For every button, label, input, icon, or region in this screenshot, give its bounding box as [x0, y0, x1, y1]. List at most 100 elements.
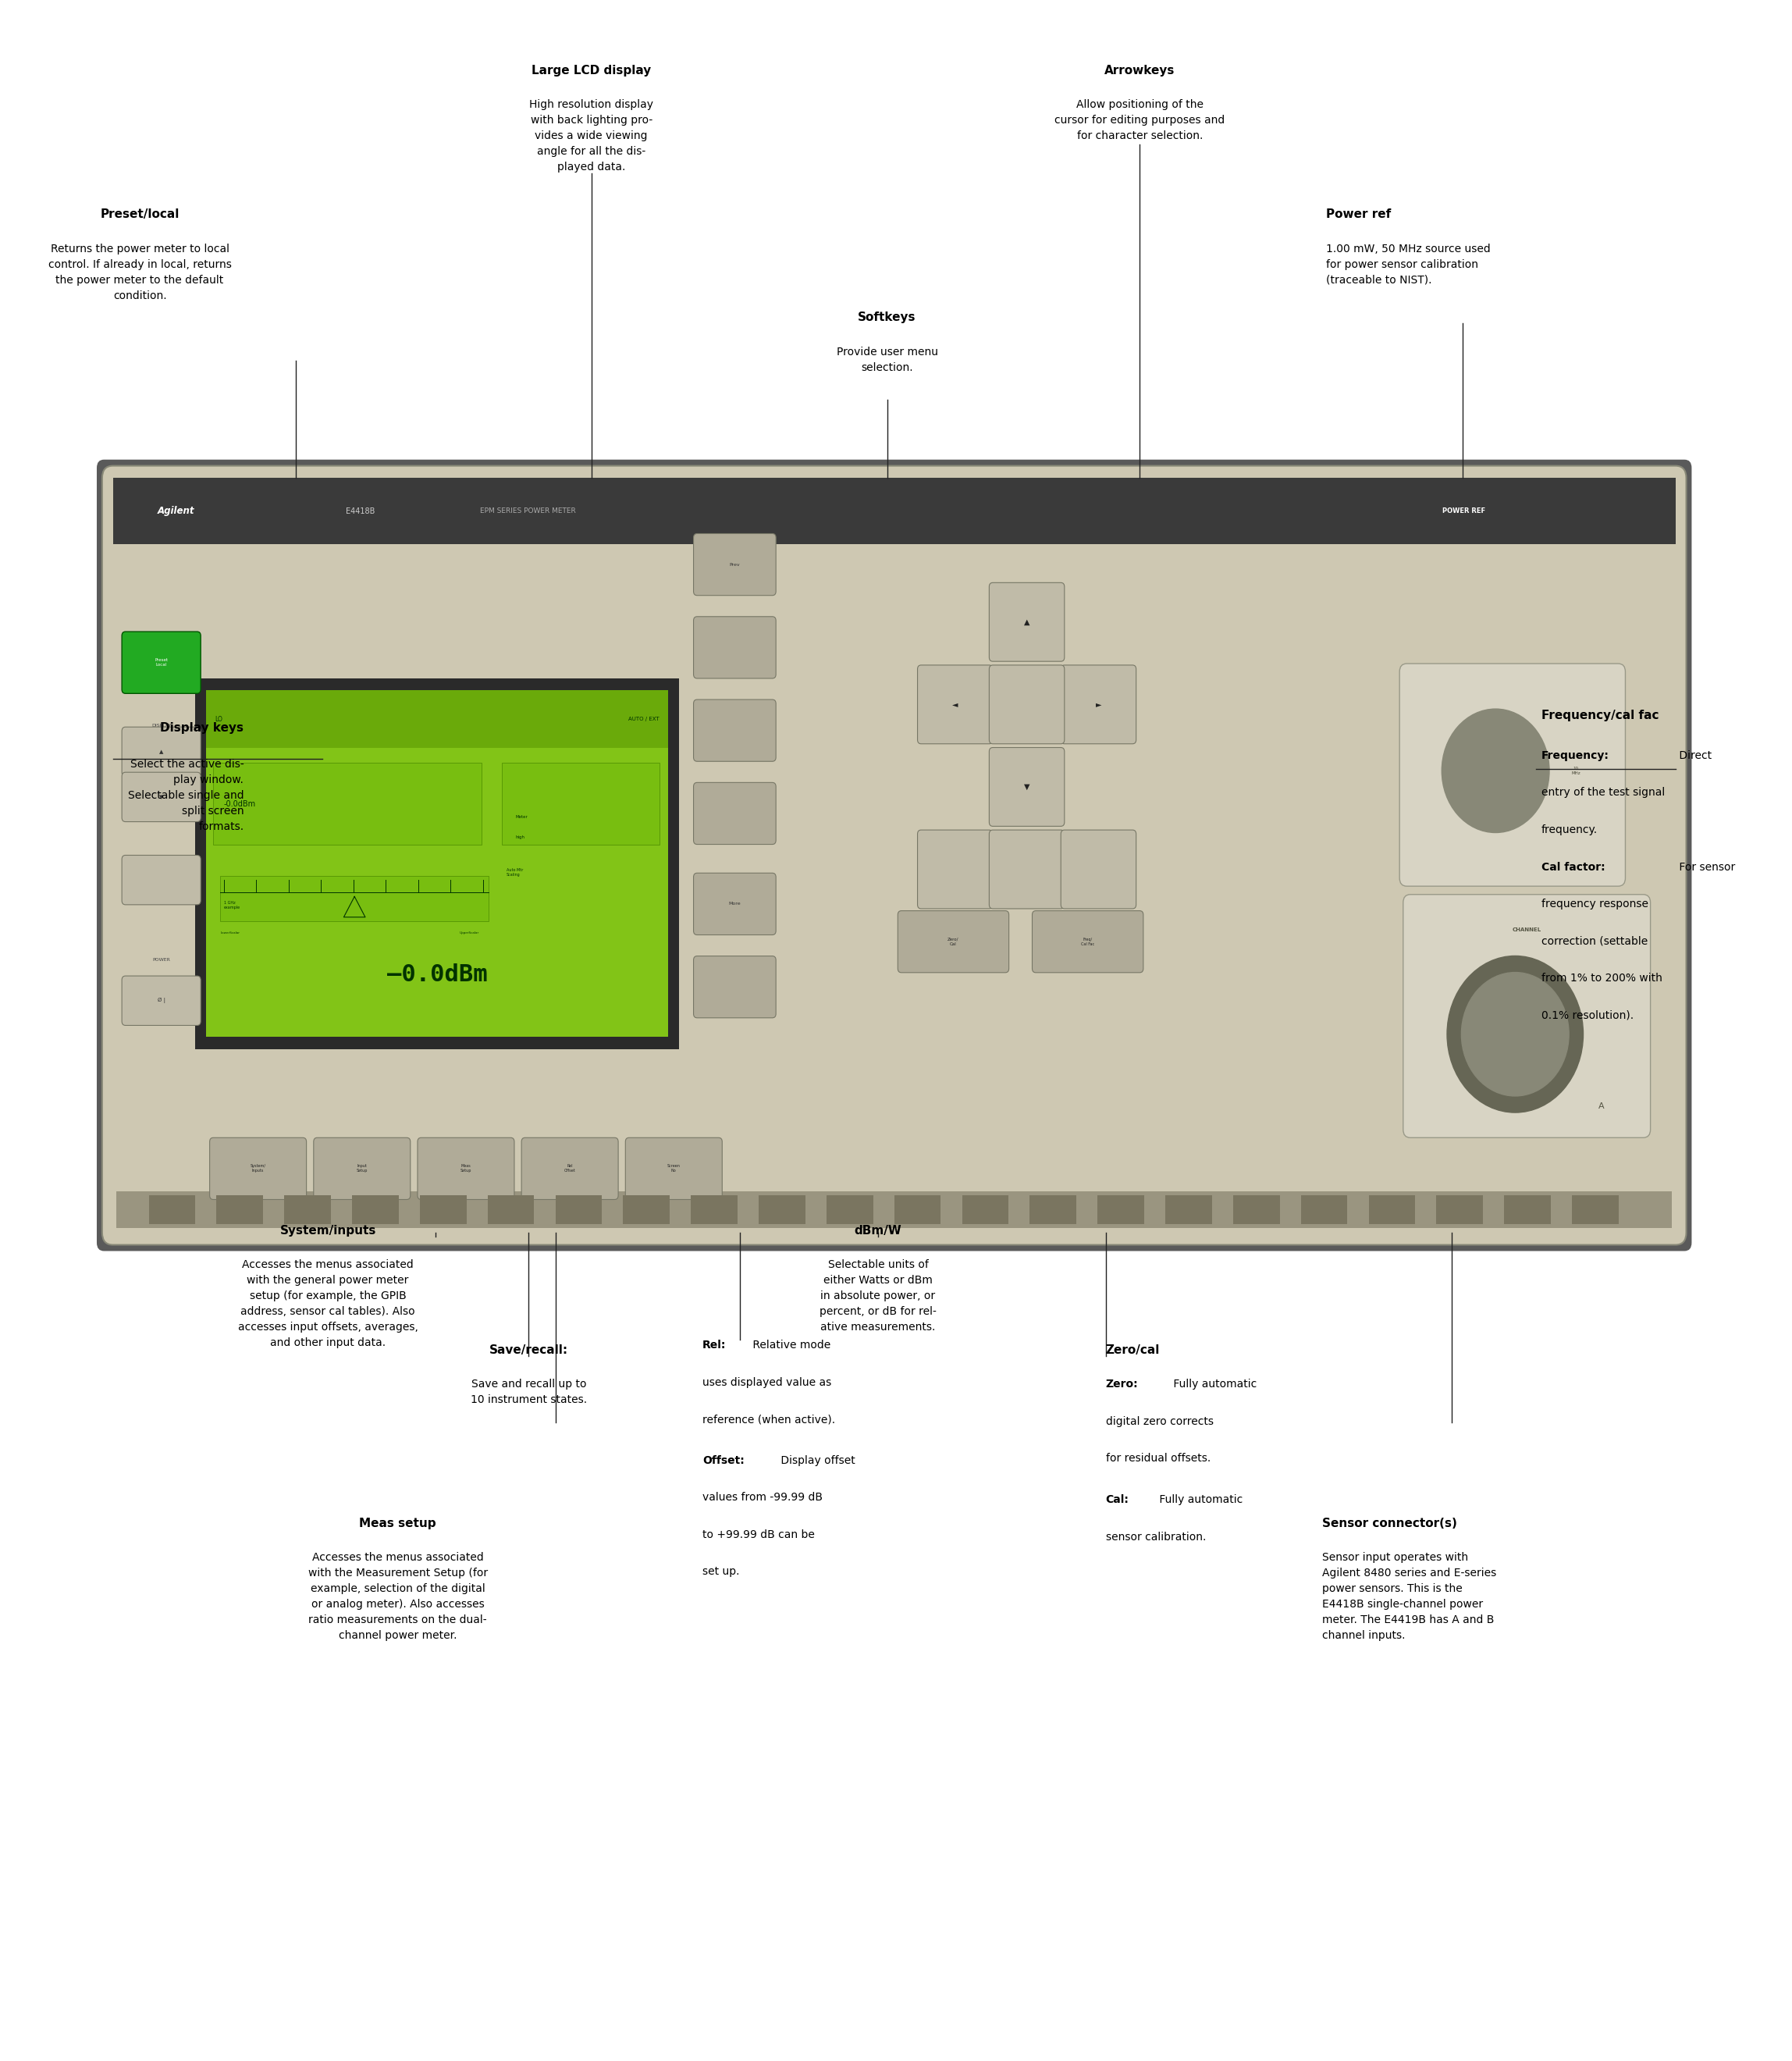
Text: Softkeys: Softkeys	[858, 311, 916, 324]
FancyBboxPatch shape	[1061, 666, 1136, 744]
Text: ▲: ▲	[159, 750, 163, 754]
FancyBboxPatch shape	[625, 1138, 722, 1200]
Text: Relative mode: Relative mode	[749, 1340, 830, 1350]
Circle shape	[1457, 725, 1536, 816]
Bar	[962, 1195, 1009, 1224]
Text: POWER REF: POWER REF	[1443, 507, 1486, 515]
Text: frequency.: frequency.	[1541, 824, 1597, 835]
Bar	[1030, 1195, 1077, 1224]
FancyBboxPatch shape	[521, 1138, 618, 1200]
Bar	[1097, 1195, 1143, 1224]
Text: Zero:: Zero:	[1106, 1379, 1138, 1389]
FancyBboxPatch shape	[989, 748, 1064, 826]
FancyBboxPatch shape	[418, 1138, 514, 1200]
Text: Cal factor:: Cal factor:	[1541, 861, 1606, 872]
Text: LO: LO	[215, 715, 222, 723]
FancyBboxPatch shape	[918, 666, 993, 744]
Circle shape	[1495, 1010, 1536, 1059]
Text: Selectable units of
either Watts or dBm
in absolute power, or
percent, or dB for: Selectable units of either Watts or dBm …	[819, 1259, 937, 1333]
Text: high: high	[516, 835, 525, 839]
Text: set up.: set up.	[702, 1566, 740, 1577]
Bar	[624, 1195, 670, 1224]
Text: 1 GHz
example: 1 GHz example	[224, 901, 240, 909]
Text: EPM SERIES POWER METER: EPM SERIES POWER METER	[480, 507, 575, 515]
Bar	[1369, 1195, 1416, 1224]
Text: CHANNEL: CHANNEL	[1512, 927, 1541, 932]
Text: Fully automatic: Fully automatic	[1156, 1494, 1242, 1505]
Text: Sensor connector(s): Sensor connector(s)	[1322, 1517, 1457, 1529]
FancyBboxPatch shape	[1403, 894, 1650, 1138]
Text: UpperScalar: UpperScalar	[459, 932, 478, 934]
Text: 1.00 mW, 50 MHz source used
for power sensor calibration
(traceable to NIST).: 1.00 mW, 50 MHz source used for power se…	[1326, 243, 1491, 284]
Bar	[149, 1195, 195, 1224]
Text: Zero/cal: Zero/cal	[1106, 1344, 1159, 1356]
Text: Input
Setup: Input Setup	[357, 1164, 367, 1173]
Text: 10
MHz: 10 MHz	[1572, 767, 1581, 775]
Text: High resolution display
with back lighting pro-
vides a wide viewing
angle for a: High resolution display with back lighti…	[529, 99, 654, 173]
Bar	[894, 1195, 941, 1224]
Bar	[195, 678, 679, 1049]
Text: ▼: ▼	[1023, 783, 1030, 791]
FancyBboxPatch shape	[1061, 831, 1136, 909]
Text: Sensor input operates with
Agilent 8480 series and E-series
power sensors. This : Sensor input operates with Agilent 8480 …	[1322, 1552, 1496, 1641]
Text: Power ref: Power ref	[1326, 208, 1391, 221]
Bar	[692, 1195, 738, 1224]
FancyBboxPatch shape	[210, 1138, 306, 1200]
FancyBboxPatch shape	[989, 583, 1064, 662]
Text: Agilent: Agilent	[158, 507, 195, 515]
Text: dBm/W: dBm/W	[855, 1224, 901, 1237]
Bar	[1437, 1195, 1484, 1224]
Text: Accesses the menus associated
with the Measurement Setup (for
example, selection: Accesses the menus associated with the M…	[308, 1552, 487, 1641]
Text: ►: ►	[1095, 701, 1102, 709]
FancyBboxPatch shape	[122, 728, 201, 777]
Text: For sensor: For sensor	[1676, 861, 1735, 872]
Text: from 1% to 200% with: from 1% to 200% with	[1541, 973, 1661, 983]
Bar	[419, 1195, 466, 1224]
Circle shape	[1471, 742, 1521, 800]
Text: ▲: ▲	[1023, 618, 1030, 627]
Text: Preset
Local: Preset Local	[154, 657, 168, 668]
Bar	[217, 1195, 263, 1224]
Bar	[1233, 1195, 1279, 1224]
Bar	[1301, 1195, 1348, 1224]
Text: Fully automatic: Fully automatic	[1170, 1379, 1256, 1389]
FancyBboxPatch shape	[694, 956, 776, 1018]
FancyBboxPatch shape	[989, 831, 1064, 909]
Text: values from -99.99 dB: values from -99.99 dB	[702, 1492, 823, 1502]
Bar	[502, 763, 659, 845]
FancyBboxPatch shape	[1032, 911, 1143, 973]
Bar	[758, 1195, 805, 1224]
Bar	[206, 690, 668, 1037]
FancyBboxPatch shape	[122, 977, 201, 1026]
Text: Display offset: Display offset	[778, 1455, 855, 1465]
Text: for residual offsets.: for residual offsets.	[1106, 1453, 1210, 1463]
FancyBboxPatch shape	[918, 831, 993, 909]
Text: sensor calibration.: sensor calibration.	[1106, 1531, 1206, 1542]
Text: Display keys: Display keys	[159, 721, 244, 734]
Text: Save and recall up to
10 instrument states.: Save and recall up to 10 instrument stat…	[471, 1379, 586, 1406]
Bar	[206, 690, 668, 748]
Text: Direct: Direct	[1676, 750, 1711, 761]
Bar	[1572, 1195, 1618, 1224]
Text: Provide user menu
selection.: Provide user menu selection.	[837, 346, 937, 373]
Text: System/
Inputs: System/ Inputs	[251, 1164, 265, 1173]
Text: correction (settable: correction (settable	[1541, 936, 1647, 946]
Bar	[487, 1195, 534, 1224]
FancyBboxPatch shape	[122, 773, 201, 822]
FancyBboxPatch shape	[694, 874, 776, 936]
Bar	[213, 763, 482, 845]
Bar	[351, 1195, 398, 1224]
Text: reference (when active).: reference (when active).	[702, 1414, 835, 1424]
Text: Ø |: Ø |	[158, 998, 165, 1004]
Text: –0.0dBm: –0.0dBm	[387, 965, 487, 985]
Text: LowerScalar: LowerScalar	[220, 932, 240, 934]
Text: Accesses the menus associated
with the general power meter
setup (for example, t: Accesses the menus associated with the g…	[238, 1259, 418, 1348]
Text: Select the active dis-
play window.
Selectable single and
split screen
formats.: Select the active dis- play window. Sele…	[127, 758, 244, 833]
Text: Save/recall:: Save/recall:	[489, 1344, 568, 1356]
Bar	[116, 1191, 1672, 1228]
Text: ▼: ▼	[159, 796, 163, 800]
Text: digital zero corrects: digital zero corrects	[1106, 1416, 1213, 1426]
Text: More: More	[729, 903, 740, 907]
FancyBboxPatch shape	[97, 460, 1692, 1251]
Circle shape	[1482, 754, 1511, 787]
